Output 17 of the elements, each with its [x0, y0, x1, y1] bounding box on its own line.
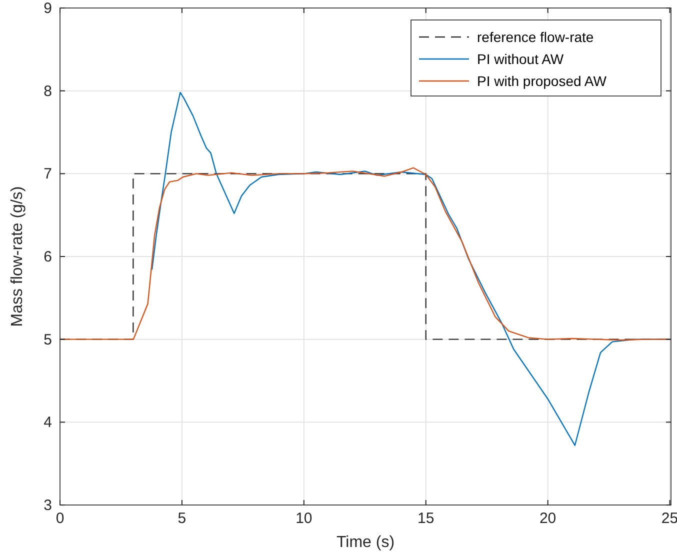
x-tick-label: 15	[418, 510, 434, 527]
x-tick-label: 5	[178, 510, 186, 527]
x-axis-title: Time (s)	[336, 534, 395, 551]
y-tick-label: 6	[44, 248, 52, 266]
x-tick-label: 20	[539, 510, 556, 527]
legend-label: PI with proposed AW	[477, 73, 608, 89]
x-tick-label: 10	[296, 510, 312, 527]
y-tick-label: 3	[44, 497, 52, 514]
y-axis-title: Mass flow-rate (g/s)	[9, 186, 26, 327]
legend-label: PI without AW	[477, 51, 564, 67]
y-tick-label: 5	[44, 331, 52, 348]
y-tick-label: 4	[44, 414, 52, 432]
y-tick-label: 7	[44, 166, 52, 183]
y-tick-label: 8	[44, 82, 52, 100]
y-tick-label: 9	[44, 0, 52, 17]
legend-label: reference flow-rate	[477, 29, 594, 45]
x-tick-label: 0	[56, 510, 64, 527]
